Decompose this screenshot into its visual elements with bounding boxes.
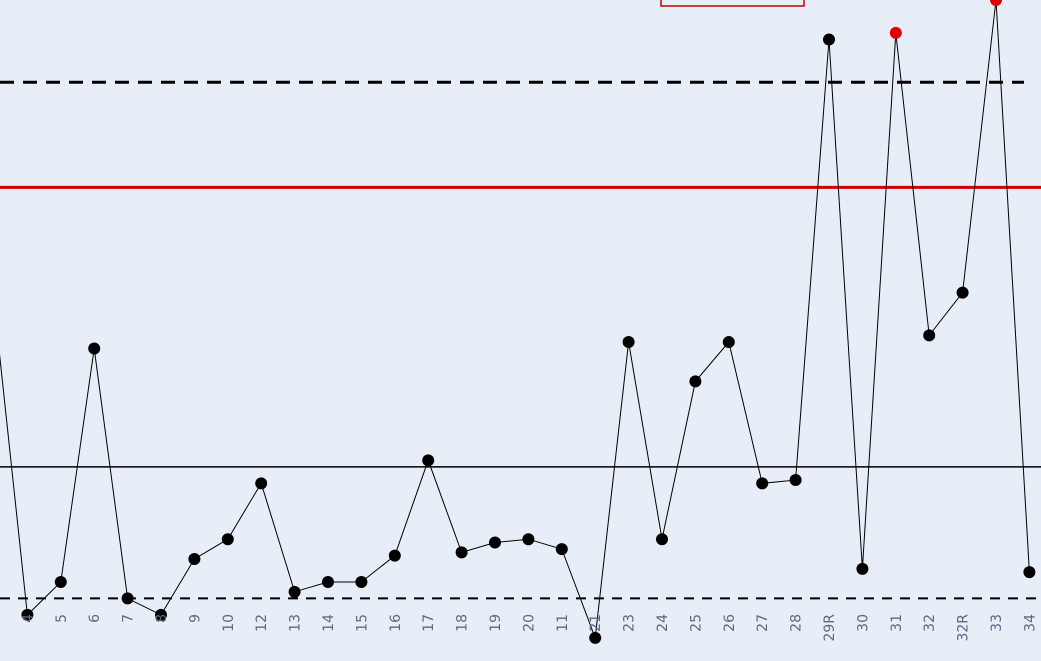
data-point-4 xyxy=(21,608,34,621)
x-tick-label: 6 xyxy=(87,614,103,623)
x-tick-label: 32 xyxy=(922,614,938,632)
data-point-27 xyxy=(756,477,769,490)
x-tick-label: 14 xyxy=(321,614,337,632)
x-tick-label: 24 xyxy=(655,614,671,632)
x-tick-label: 26 xyxy=(722,614,738,632)
x-tick-label: 32R xyxy=(956,614,972,642)
data-point-11 xyxy=(555,543,568,556)
data-point-19 xyxy=(489,536,501,549)
data-point-28 xyxy=(789,474,802,487)
x-tick-label: 4 xyxy=(20,614,36,623)
x-tick-label: 27 xyxy=(755,614,771,632)
x-tick-label: 11 xyxy=(555,614,571,632)
data-point-26 xyxy=(722,335,735,348)
data-point-18 xyxy=(455,546,468,559)
x-tick-label: 16 xyxy=(388,614,404,632)
data-point-12 xyxy=(255,477,268,490)
x-tick-label: 9 xyxy=(187,614,203,623)
data-point-10 xyxy=(221,533,234,546)
data-point-32R xyxy=(956,286,969,299)
x-tick-label: 30 xyxy=(855,614,871,632)
data-point-6 xyxy=(88,342,101,355)
x-tick-label: 18 xyxy=(455,614,471,632)
data-point-13 xyxy=(288,585,301,598)
data-point-32 xyxy=(923,329,936,342)
data-point-8 xyxy=(155,608,167,621)
x-tick-label: 34 xyxy=(1022,614,1038,632)
x-tick-label: 31 xyxy=(889,614,905,632)
data-point-15 xyxy=(355,575,368,588)
x-tick-label: 12 xyxy=(254,614,270,632)
data-point-20 xyxy=(522,533,535,546)
data-point-24 xyxy=(656,533,668,546)
data-point-30 xyxy=(856,562,869,575)
x-tick-label: 3 xyxy=(0,614,3,623)
series-line xyxy=(0,0,1030,639)
data-point-14 xyxy=(322,575,334,588)
reference-lines xyxy=(0,80,1041,600)
data-point-17 xyxy=(422,454,435,467)
data-point-21 xyxy=(589,631,602,644)
x-tick-label: 19 xyxy=(488,614,504,632)
x-tick-label: 13 xyxy=(288,614,304,632)
data-points xyxy=(21,0,1036,644)
data-point-16 xyxy=(388,549,401,562)
x-tick-label: 25 xyxy=(688,614,704,632)
data-point-23 xyxy=(622,335,635,348)
x-tick-label: 8 xyxy=(154,614,170,623)
data-point-31 xyxy=(889,26,902,39)
x-tick-label: 29R xyxy=(822,614,838,642)
x-tick-label: 7 xyxy=(121,614,137,623)
data-point-25 xyxy=(689,375,702,388)
x-tick-label: 21 xyxy=(588,614,604,632)
x-tick-label: 5 xyxy=(54,614,70,623)
series-lines xyxy=(0,0,1030,639)
x-tick-label: 10 xyxy=(221,614,237,632)
data-point-7 xyxy=(121,592,134,605)
x-tick-label: 15 xyxy=(354,614,370,632)
x-tick-label: 23 xyxy=(622,614,638,632)
x-tick-label: 17 xyxy=(421,614,437,632)
data-point-34 xyxy=(1023,566,1036,579)
data-point-5 xyxy=(54,575,67,588)
x-tick-label: 20 xyxy=(521,614,537,632)
x-tick-label: 33 xyxy=(989,614,1005,632)
data-point-9 xyxy=(188,552,201,565)
data-point-29R xyxy=(823,33,835,46)
x-tick-labels: 3456789101213141516171819201121232425262… xyxy=(0,614,1038,642)
x-tick-label: 28 xyxy=(789,614,805,632)
annotation-box xyxy=(660,0,805,7)
data-point-33 xyxy=(990,0,1002,6)
